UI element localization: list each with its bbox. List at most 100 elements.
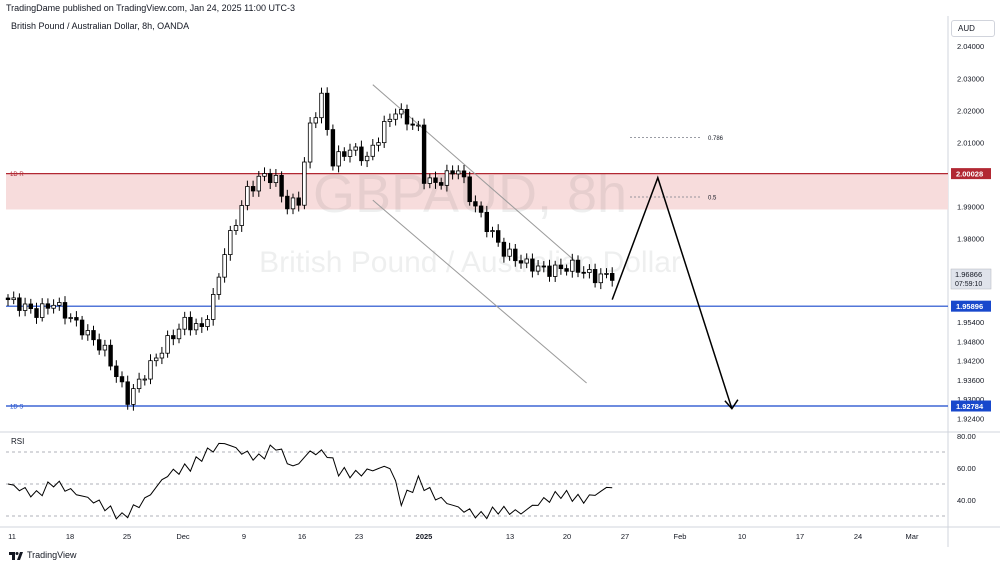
candle-body [51,304,56,309]
candle-body [347,149,353,157]
candle-body [216,276,222,295]
candle-body [444,170,450,186]
time-tick-label: 23 [355,532,363,541]
price-tick-label: 1.94800 [957,337,984,346]
rsi-tick-label: 40.00 [957,496,976,505]
candle-body [285,195,290,210]
candle-body [587,269,592,273]
candle-body [108,344,113,367]
candle-body [558,264,564,270]
rsi-title: RSI [11,437,24,446]
candle-body [319,92,324,119]
time-tick-label: 11 [8,532,16,541]
candle-body [381,121,387,144]
tradingview-logo-icon [9,552,23,560]
candle-body [296,197,301,206]
candle-body [290,197,296,210]
candle-body [416,124,421,127]
price-label-bg-support-mid [951,300,991,312]
candle-body [74,317,79,321]
candle-body [5,297,11,301]
candle-body [45,303,51,309]
candle-body [376,142,381,146]
time-tick-label: 16 [298,532,306,541]
candle-body [34,308,39,318]
candle-body [359,146,364,162]
candle-body [91,330,96,341]
candle-body [387,118,393,122]
candle-body [40,303,45,318]
candle-body [79,319,85,336]
candle-body [28,303,33,310]
price-label-bg-support [951,400,991,412]
price-tick-label: 2.03000 [957,74,984,83]
rsi-tick-label: 80.00 [957,432,976,441]
candle-body [473,201,478,207]
candle-body [97,339,102,351]
price-tick-label: 1.99000 [957,203,984,212]
time-tick-label: 24 [854,532,862,541]
time-tick-label: 13 [506,532,514,541]
candle-body [456,170,461,175]
candle-body [57,302,62,306]
candle-body [176,328,182,340]
watermark-name: British Pound / Australian Dollar [259,246,681,279]
price-tick-label: 2.02000 [957,106,984,115]
price-label-bg-resistance [951,168,991,180]
candle-body [484,211,489,233]
candle-body [17,297,22,311]
time-tick-label: 17 [796,532,804,541]
candle-body [547,265,552,277]
candle-body [233,225,239,231]
level-tag-support: 1D S [10,405,23,411]
candle-body [279,174,284,197]
candle-body [182,316,187,330]
candle-body [228,230,233,255]
price-tick-label: 1.94200 [957,357,984,366]
candle-body [598,273,603,284]
candle-body [22,303,28,311]
candle-body [490,230,495,233]
candle-body [85,330,90,336]
candle-body [581,271,586,274]
time-tick-label: Dec [176,532,190,541]
rsi-line [7,442,613,520]
candle-body [165,335,170,354]
candle-body [273,174,279,184]
candle-body [142,378,147,381]
candle-body [330,129,336,167]
candle-body [267,173,273,184]
candle-body [262,173,267,177]
last-price-label: 1.96866 [955,270,982,279]
candle-body [199,323,204,327]
candle-body [535,265,541,272]
rsi-tick-label: 60.00 [957,464,976,473]
candle-body [404,108,410,125]
candle-body [501,241,507,257]
candle-body [114,365,119,378]
candle-body [518,260,524,264]
time-tick-label: 25 [123,532,131,541]
candle-body [210,294,216,320]
candle-body [245,186,250,206]
candle-body [136,378,142,390]
candle-body [610,273,615,281]
candle-body [102,344,108,351]
candle-body [302,161,307,206]
candle-body [313,117,318,124]
candle-body [478,205,484,213]
candle-body [148,360,153,380]
currency-button[interactable]: AUD [951,20,995,37]
candle-body [450,170,455,175]
price-tick-label: 1.93000 [957,395,984,404]
countdown-label: 07:59:10 [955,281,982,288]
price-label-support: 1.92784 [956,402,984,411]
candle-body [433,177,438,183]
level-tag-resistance: 1D R [10,172,24,178]
candle-body [222,254,227,278]
candle-body [336,151,341,167]
candle-body [307,122,313,163]
time-tick-label: 18 [66,532,74,541]
tradingview-label: TradingView [27,550,77,560]
